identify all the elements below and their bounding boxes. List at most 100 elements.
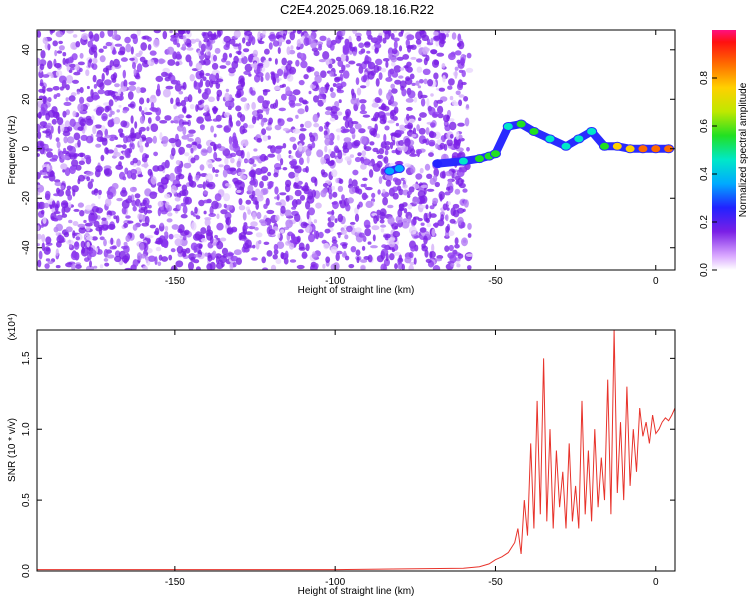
noise-blob xyxy=(56,214,63,221)
noise-blob xyxy=(273,86,281,91)
noise-blob xyxy=(430,93,434,97)
noise-blob xyxy=(430,49,438,55)
noise-blob xyxy=(418,117,422,122)
noise-blob xyxy=(360,264,366,270)
noise-blob xyxy=(58,45,65,51)
noise-blob xyxy=(382,196,388,206)
noise-blob xyxy=(366,30,372,37)
noise-blob xyxy=(304,120,312,129)
noise-blob xyxy=(280,205,286,214)
noise-blob xyxy=(359,99,367,104)
noise-blob xyxy=(417,217,423,222)
noise-blob xyxy=(202,32,210,40)
noise-blob xyxy=(445,214,449,222)
noise-blob xyxy=(157,207,162,217)
noise-blob xyxy=(40,106,46,116)
noise-blob xyxy=(392,186,398,193)
noise-blob xyxy=(402,184,408,189)
noise-blob xyxy=(321,171,328,178)
spectrogram-y-ticks: 40 20 0 -20 -40 xyxy=(21,44,675,255)
noise-blob xyxy=(184,152,190,157)
noise-blob xyxy=(410,166,416,174)
noise-blob xyxy=(337,150,343,160)
colorbar-tick-label: 0.4 xyxy=(699,167,710,181)
noise-blob xyxy=(404,138,411,147)
spectrogram-x-ticks: -150 -100 -50 0 xyxy=(165,30,659,287)
noise-blob xyxy=(149,50,157,56)
noise-blob xyxy=(289,31,296,41)
noise-blob xyxy=(337,36,344,40)
noise-blob xyxy=(54,204,59,212)
noise-blob xyxy=(137,174,144,178)
noise-blob xyxy=(236,189,242,194)
noise-blob xyxy=(88,214,97,224)
x-tick-label: -100 xyxy=(325,276,345,287)
noise-blob xyxy=(240,97,247,102)
noise-blob xyxy=(357,152,362,157)
noise-blob xyxy=(337,60,344,67)
noise-blob xyxy=(177,228,183,234)
noise-blob xyxy=(306,155,310,164)
noise-blob xyxy=(329,214,335,221)
noise-blob xyxy=(43,121,47,126)
noise-blob xyxy=(437,105,444,114)
noise-blob xyxy=(157,261,162,267)
noise-blob xyxy=(272,77,276,85)
noise-blob xyxy=(268,229,276,235)
noise-blob xyxy=(363,194,369,199)
noise-blob xyxy=(321,159,327,164)
noise-blob xyxy=(42,216,47,224)
noise-blob xyxy=(456,82,464,91)
noise-blob xyxy=(351,179,358,187)
noise-blob xyxy=(214,169,220,174)
noise-blob xyxy=(127,220,134,224)
noise-blob xyxy=(121,199,130,209)
signal-track-point xyxy=(637,144,649,154)
noise-blob xyxy=(159,120,168,124)
noise-blob xyxy=(273,249,279,255)
noise-blob xyxy=(200,227,207,235)
noise-blob xyxy=(108,113,112,118)
noise-blob xyxy=(426,173,433,179)
noise-blob xyxy=(147,168,153,176)
noise-blob xyxy=(334,77,341,83)
noise-blob xyxy=(195,38,200,43)
noise-blob xyxy=(462,239,467,243)
noise-blob xyxy=(307,66,315,72)
noise-blob xyxy=(367,125,372,130)
noise-blob xyxy=(206,146,213,154)
noise-blob xyxy=(453,141,461,150)
noise-blob xyxy=(289,66,297,75)
noise-blob xyxy=(416,58,423,63)
noise-blob xyxy=(111,182,119,190)
noise-blob xyxy=(263,241,270,245)
noise-blob xyxy=(392,116,398,121)
noise-blob xyxy=(139,233,145,239)
noise-blob xyxy=(337,185,344,193)
noise-blob xyxy=(265,72,270,81)
noise-blob xyxy=(300,60,308,69)
noise-blob xyxy=(393,40,398,50)
noise-blob xyxy=(93,265,98,269)
noise-blob xyxy=(292,143,297,151)
noise-blob xyxy=(37,131,42,139)
noise-blob xyxy=(123,241,128,247)
noise-blob xyxy=(130,115,134,124)
signal-track-point xyxy=(457,156,469,166)
noise-blob xyxy=(284,250,289,259)
noise-blob xyxy=(374,47,379,54)
noise-blob xyxy=(432,265,441,270)
noise-blob xyxy=(122,176,127,181)
noise-blob xyxy=(81,157,85,162)
noise-blob xyxy=(84,257,90,262)
noise-blob xyxy=(195,215,201,220)
noise-blob xyxy=(455,179,459,185)
noise-blob xyxy=(118,104,122,108)
noise-blob xyxy=(279,199,286,208)
noise-blob xyxy=(375,78,380,87)
noise-blob xyxy=(103,238,107,247)
noise-blob xyxy=(296,235,301,243)
noise-blob xyxy=(419,79,424,84)
noise-blob xyxy=(341,194,345,201)
noise-blob xyxy=(274,124,282,131)
